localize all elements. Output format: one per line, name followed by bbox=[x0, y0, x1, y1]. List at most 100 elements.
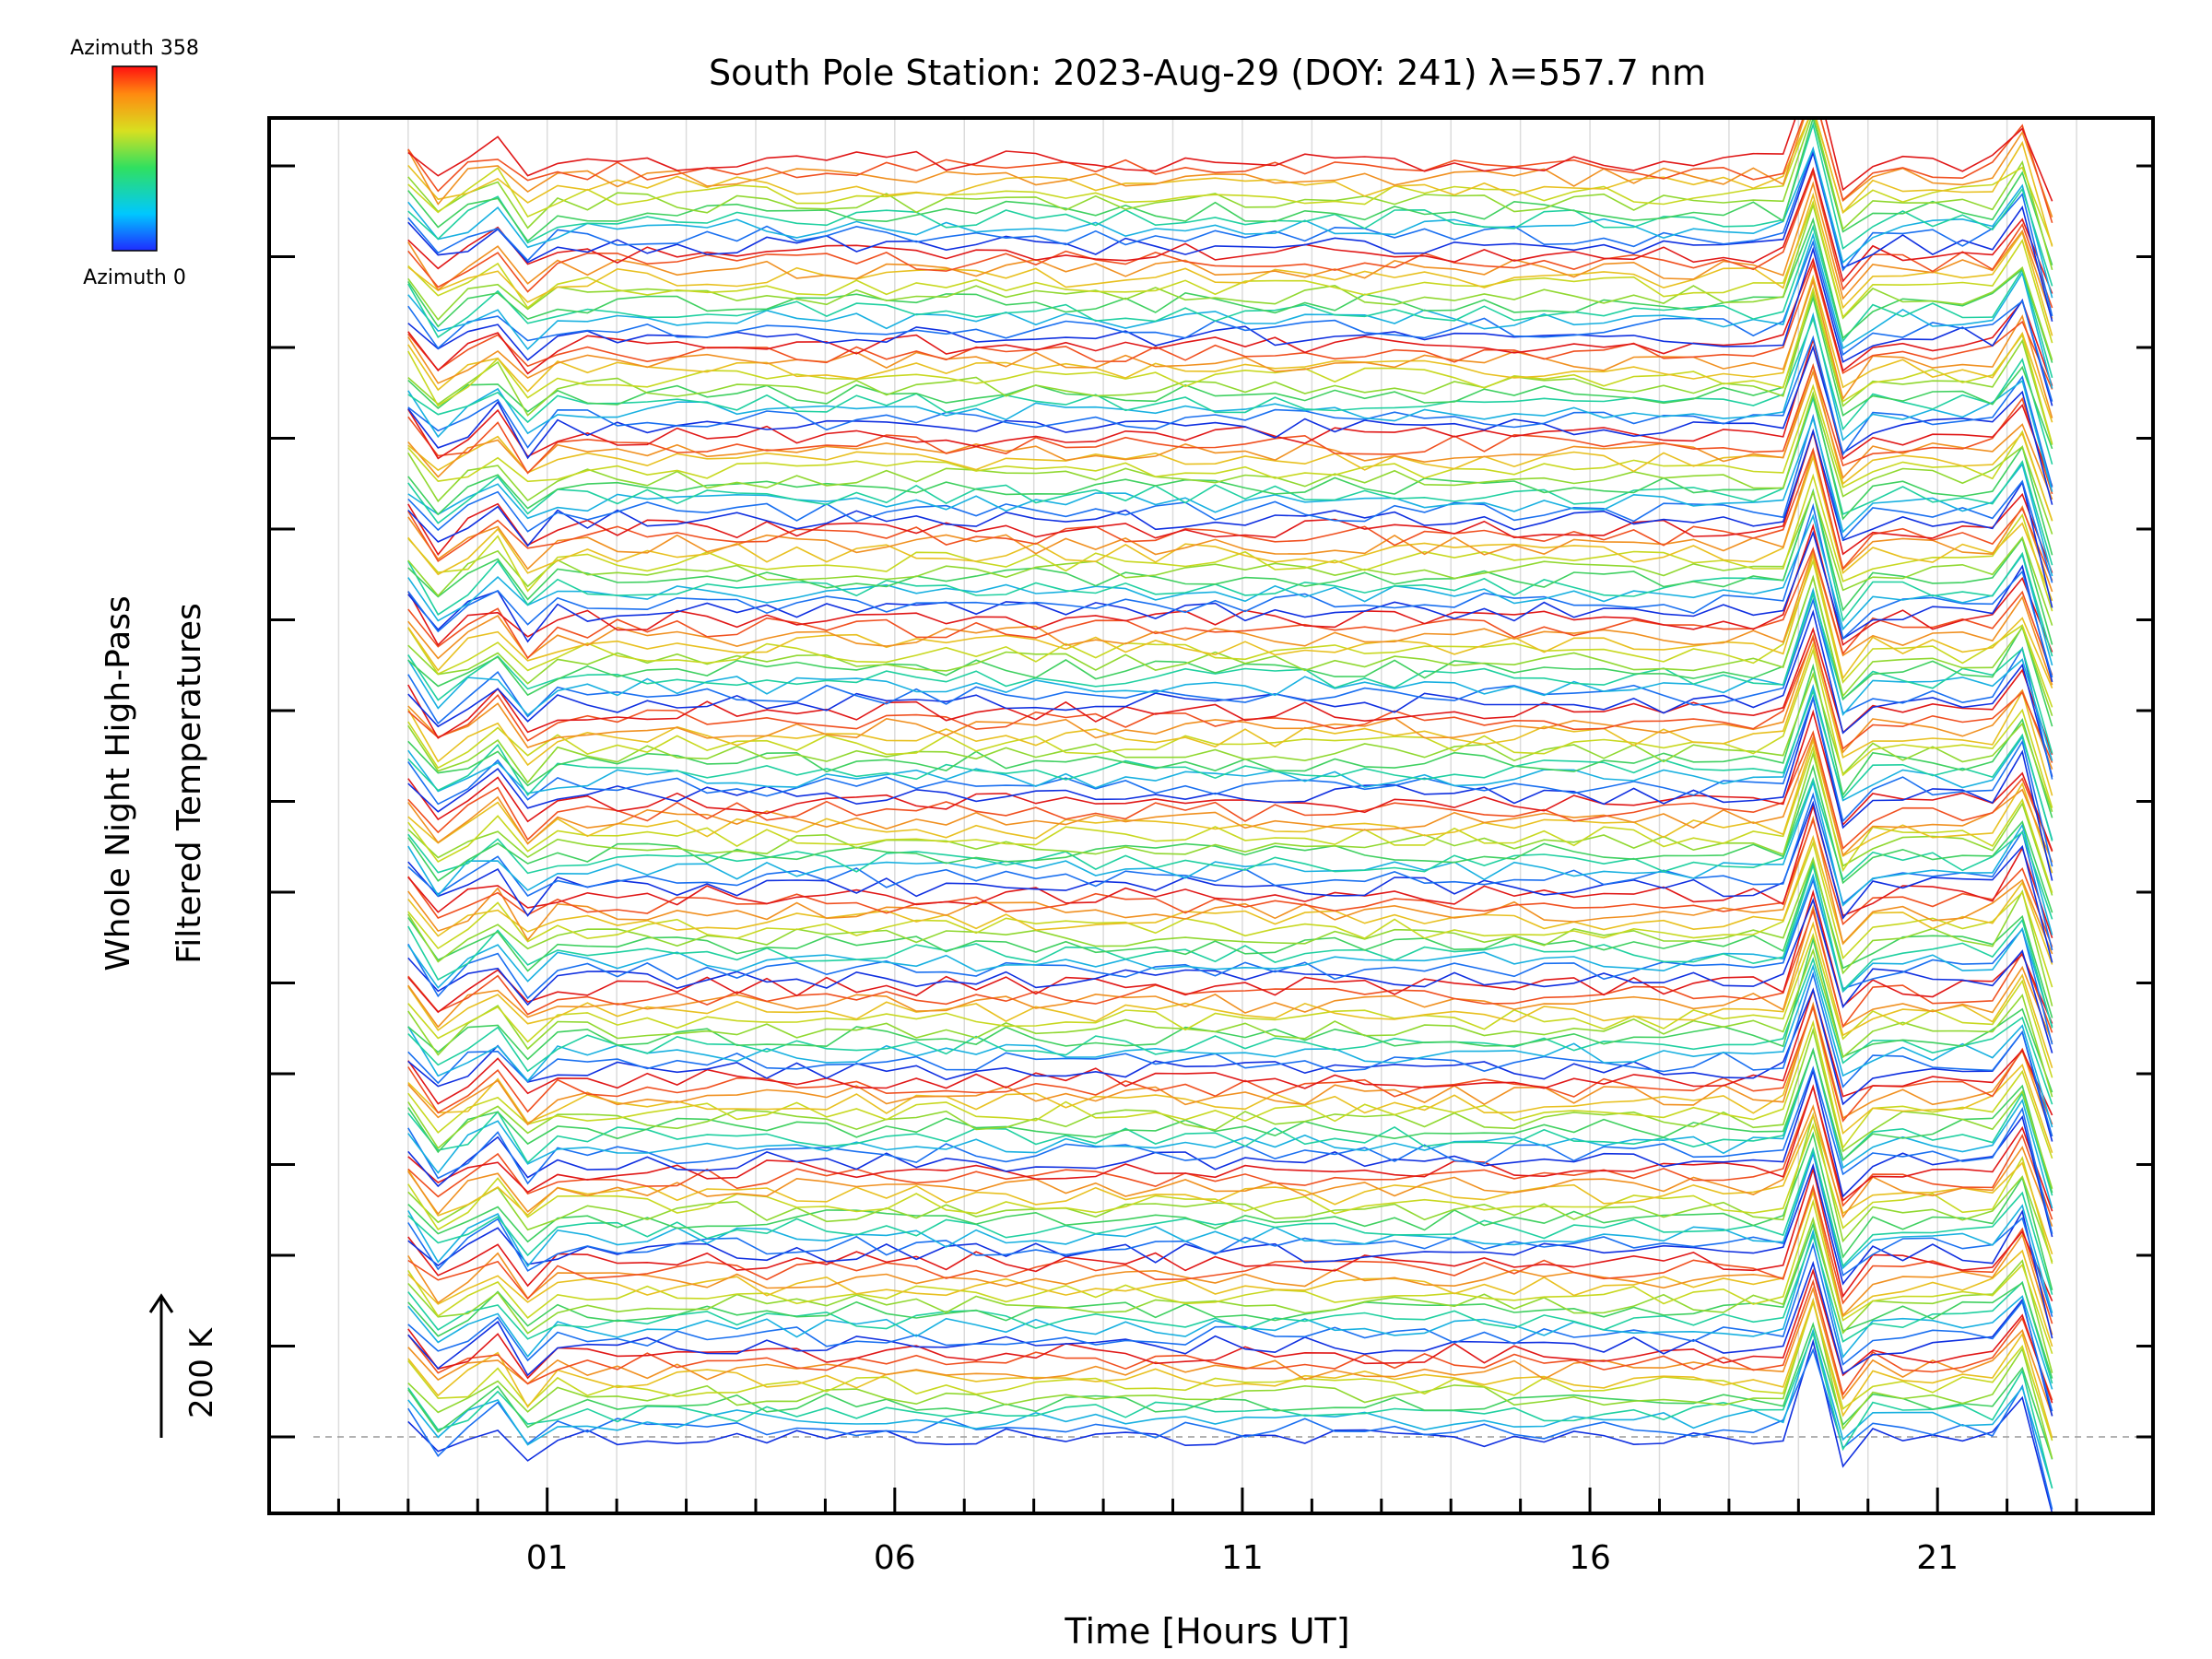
trace-line bbox=[407, 834, 2053, 965]
trace-line bbox=[407, 1027, 2053, 1190]
colorbar-top-label: Azimuth 358 bbox=[70, 37, 199, 60]
trace-line bbox=[407, 1300, 2053, 1441]
trace-line bbox=[407, 369, 2053, 500]
trace-line bbox=[407, 547, 2053, 676]
trace-line bbox=[407, 336, 2053, 487]
axes-box bbox=[267, 116, 2155, 1515]
trace-line bbox=[407, 312, 2053, 492]
trace-line bbox=[407, 316, 2053, 465]
trace-line bbox=[407, 277, 2053, 418]
trace-line bbox=[407, 840, 2053, 988]
trace-line bbox=[407, 345, 2053, 505]
trace-line bbox=[407, 118, 2053, 247]
x-tick-label: 01 bbox=[526, 1539, 569, 1577]
trace-line bbox=[407, 671, 2053, 812]
trace-line bbox=[407, 257, 2053, 386]
trace-line bbox=[407, 363, 2053, 495]
trace-line bbox=[407, 815, 2053, 955]
trace-line bbox=[407, 735, 2053, 863]
trace-line bbox=[407, 1338, 2053, 1513]
trace-line bbox=[407, 224, 2053, 379]
trace-line bbox=[407, 383, 2053, 522]
scale-label: 200 K bbox=[183, 1326, 220, 1418]
trace-line bbox=[407, 166, 2053, 294]
trace-line bbox=[407, 800, 2053, 963]
trace-line bbox=[407, 118, 2053, 246]
trace-line bbox=[407, 963, 2053, 1128]
trace-line bbox=[407, 232, 2053, 389]
trace-line bbox=[407, 1216, 2053, 1373]
trace-line bbox=[407, 448, 2053, 593]
trace-line bbox=[407, 1001, 2053, 1136]
trace-line bbox=[407, 416, 2053, 577]
trace-line bbox=[407, 146, 2053, 317]
trace-line bbox=[407, 1004, 2053, 1154]
trace-line bbox=[407, 1267, 2053, 1404]
trace-line bbox=[407, 987, 2053, 1142]
trace-line bbox=[407, 395, 2053, 566]
trace-line bbox=[407, 858, 2053, 1018]
trace-line bbox=[407, 1166, 2053, 1302]
trace-line bbox=[407, 122, 2053, 287]
plot-frame bbox=[267, 116, 2155, 1515]
trace-line bbox=[407, 1131, 2053, 1291]
trace-line bbox=[407, 663, 2053, 818]
trace-line bbox=[407, 1298, 2053, 1439]
trace-line bbox=[407, 262, 2053, 390]
trace-line bbox=[407, 1067, 2053, 1238]
trace-line bbox=[407, 591, 2053, 754]
trace-line bbox=[407, 192, 2053, 336]
trace-line bbox=[407, 118, 2053, 202]
x-tick-label: 21 bbox=[1916, 1539, 1959, 1577]
x-tick-label: 11 bbox=[1221, 1539, 1264, 1577]
trace-line bbox=[407, 1112, 2053, 1255]
trace-line bbox=[407, 1112, 2053, 1263]
trace-line bbox=[407, 118, 2053, 271]
colorbar: Azimuth 358 Azimuth 0 bbox=[70, 37, 199, 289]
trace-line bbox=[407, 1327, 2053, 1488]
trace-line bbox=[407, 987, 2053, 1116]
trace-line bbox=[407, 150, 2053, 323]
trace-line bbox=[407, 908, 2053, 1033]
trace-line bbox=[407, 889, 2053, 1024]
trace-line bbox=[407, 1198, 2053, 1354]
trace-line bbox=[407, 1019, 2053, 1159]
scale-arrow: 200 K bbox=[148, 1293, 220, 1438]
trace-line bbox=[407, 1162, 2053, 1339]
trace-line bbox=[407, 777, 2053, 920]
trace-line bbox=[407, 118, 2053, 265]
trace-line bbox=[407, 335, 2053, 488]
trace-line bbox=[407, 609, 2053, 778]
trace-line bbox=[407, 932, 2053, 1078]
trace-line bbox=[407, 1065, 2053, 1234]
trace-line bbox=[407, 688, 2053, 841]
trace-line bbox=[407, 803, 2053, 938]
trace-line bbox=[407, 246, 2053, 406]
colorbar-gradient bbox=[112, 65, 158, 252]
trace-line bbox=[407, 488, 2053, 645]
trace-line bbox=[407, 413, 2053, 583]
trace-line bbox=[407, 295, 2053, 450]
trace-line bbox=[407, 429, 2053, 573]
trace-line bbox=[407, 473, 2053, 612]
trace-line bbox=[407, 737, 2053, 874]
trace-line bbox=[407, 1084, 2053, 1212]
trace-line bbox=[407, 523, 2053, 653]
trace-line bbox=[407, 552, 2053, 689]
trace-line bbox=[407, 1123, 2053, 1265]
trace-line bbox=[407, 1241, 2053, 1412]
trace-line bbox=[407, 502, 2053, 678]
trace-line bbox=[407, 862, 2053, 1029]
trace-line bbox=[407, 574, 2053, 727]
trace-line bbox=[407, 489, 2053, 626]
trace-line bbox=[407, 936, 2053, 1093]
x-tick-label: 16 bbox=[1569, 1539, 1611, 1577]
trace-line bbox=[407, 1322, 2053, 1460]
y-axis-label-line1: Whole Night High-Pass bbox=[100, 595, 137, 971]
trace-line bbox=[407, 694, 2053, 867]
trace-line bbox=[407, 118, 2053, 224]
trace-line bbox=[407, 1047, 2053, 1194]
trace-line bbox=[407, 199, 2053, 344]
trace-line bbox=[407, 1330, 2053, 1489]
